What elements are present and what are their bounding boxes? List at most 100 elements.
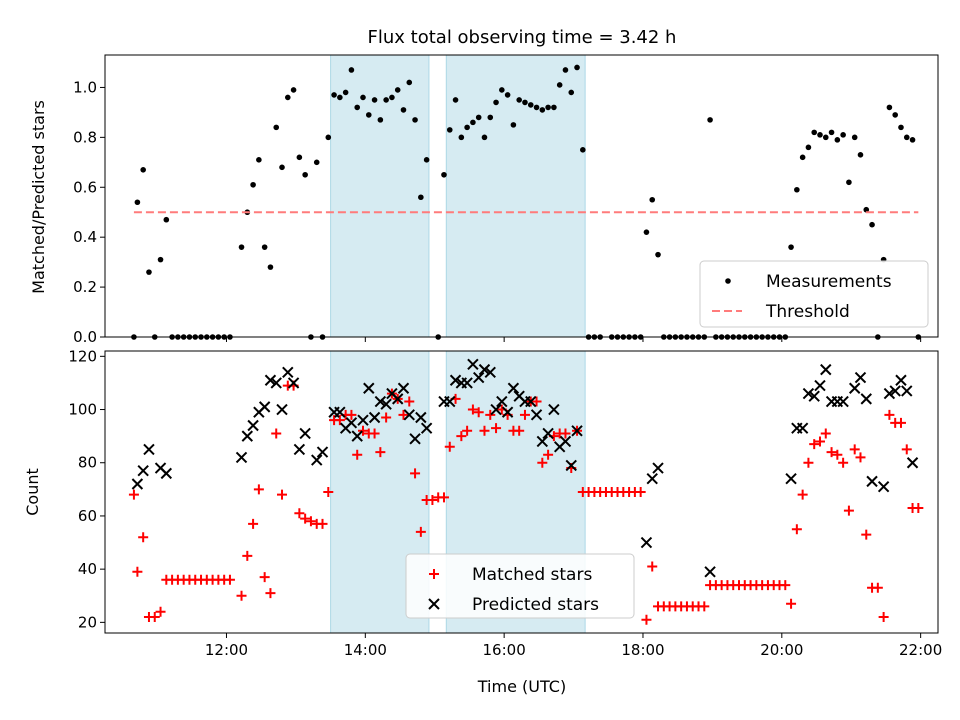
matched-stars-point (375, 447, 386, 458)
predicted-stars-point (397, 382, 410, 394)
measurement-point (811, 129, 818, 136)
matched-stars-point (786, 598, 797, 609)
shaded-interval-2 (445, 54, 586, 338)
measurement-point (487, 114, 494, 121)
matched-stars-point (635, 487, 646, 497)
matched-stars-point (438, 492, 449, 503)
measurement-point (643, 229, 650, 235)
predicted-stars-point (507, 382, 520, 394)
measurement-point (533, 104, 540, 111)
measurement-point (140, 166, 146, 173)
predicted-stars-point (357, 414, 369, 426)
matched-stars-point (334, 415, 345, 426)
matched-stars-point (485, 409, 496, 420)
measurement-point (649, 196, 656, 203)
matched-stars-point (352, 449, 363, 460)
measurement-point (493, 99, 499, 106)
predicted-stars-point (293, 443, 306, 456)
legend-box (405, 553, 635, 619)
measurement-point (799, 154, 806, 161)
chart-title: Flux total observing time = 3.42 h (368, 27, 677, 48)
predicted-stars-point (820, 363, 832, 376)
measurement-point (452, 97, 459, 103)
predicted-stars-point (814, 379, 826, 392)
y-tick-label: 100 (68, 401, 97, 419)
matched-stars-point (832, 449, 843, 460)
measurement-point (846, 179, 852, 186)
predicted-stars-point (420, 422, 433, 434)
top-y-axis-label: Matched/Predicted stars (29, 100, 48, 294)
measurement-point (568, 89, 575, 96)
predicted-stars-point (287, 377, 300, 389)
matched-stars-point (838, 457, 849, 468)
matched-stars-point (543, 449, 554, 460)
legend-predicted-swatch (428, 598, 440, 610)
predicted-stars-point (241, 430, 254, 442)
measurement-point (360, 94, 366, 101)
matched-stars-point (861, 529, 872, 540)
measurement-point (499, 87, 505, 93)
predicted-stars-point (131, 478, 144, 490)
legend-box (699, 260, 929, 328)
matched-stars-point (369, 428, 380, 439)
measurement-point (464, 124, 470, 131)
legend: Matched stars Predicted stars (405, 553, 635, 619)
matched-stars-point (514, 425, 525, 436)
measurement-point (516, 97, 522, 103)
measurement-point (556, 82, 563, 88)
predicted-stars-point (374, 395, 387, 408)
matched-stars-point (242, 550, 253, 561)
predicted-stars-point (571, 425, 583, 437)
predicted-stars-point (646, 472, 658, 485)
top-panel: 0.0 0.2 0.4 0.6 0.8 1.0 Measurements Threshold (73, 54, 939, 346)
measurement-point (481, 134, 488, 141)
matched-stars-point (519, 409, 530, 420)
predicted-stars-point (403, 409, 415, 421)
measurement-point (418, 194, 424, 201)
predicted-stars-point (258, 401, 271, 413)
measurement-point (857, 152, 864, 158)
matched-stars-point (398, 409, 409, 420)
predicted-stars-point (299, 427, 311, 440)
measurement-point (504, 92, 511, 98)
legend-matched-swatch (429, 569, 439, 579)
matched-stars-point (820, 428, 831, 439)
predicted-stars-point (854, 371, 867, 384)
y-tick-label: 60 (78, 507, 97, 525)
y-tick-label: 0.4 (73, 228, 97, 246)
y-tick-label: 0.2 (73, 278, 97, 296)
matched-stars-point (305, 516, 316, 527)
measurement-point (146, 269, 152, 275)
matched-stars-point (357, 425, 368, 436)
measurement-point (441, 171, 447, 178)
predicted-stars-point (802, 387, 815, 400)
predicted-stars-point (449, 374, 462, 386)
predicted-stars-point (530, 409, 543, 421)
measurement-point (892, 112, 898, 118)
measurement-point (903, 134, 910, 141)
axes-frame (104, 350, 939, 634)
matched-stars-point (155, 606, 166, 617)
measurement-point (256, 157, 262, 163)
legend: Measurements Threshold (699, 260, 929, 328)
measurement-point (383, 97, 389, 103)
measurement-point (389, 94, 395, 101)
legend-label: Predicted stars (472, 595, 599, 615)
x-axis-label: Time (UTC) (477, 677, 566, 696)
matched-stars-point (346, 409, 357, 420)
predicted-stars-point (276, 403, 288, 416)
measurement-point (337, 94, 343, 101)
x-tick-label: 12:00 (205, 641, 248, 659)
measurement-point (267, 264, 274, 270)
matched-stars-point (456, 431, 467, 442)
predicted-stars-point (785, 472, 797, 485)
predicted-stars-point (478, 363, 491, 376)
measurement-point (822, 134, 829, 141)
measurement-point (863, 206, 870, 213)
measurement-point (562, 67, 569, 73)
predicted-stars-point (137, 465, 149, 477)
matched-stars-point (647, 561, 658, 572)
measurement-point (707, 117, 713, 123)
measurement-point (296, 154, 303, 161)
